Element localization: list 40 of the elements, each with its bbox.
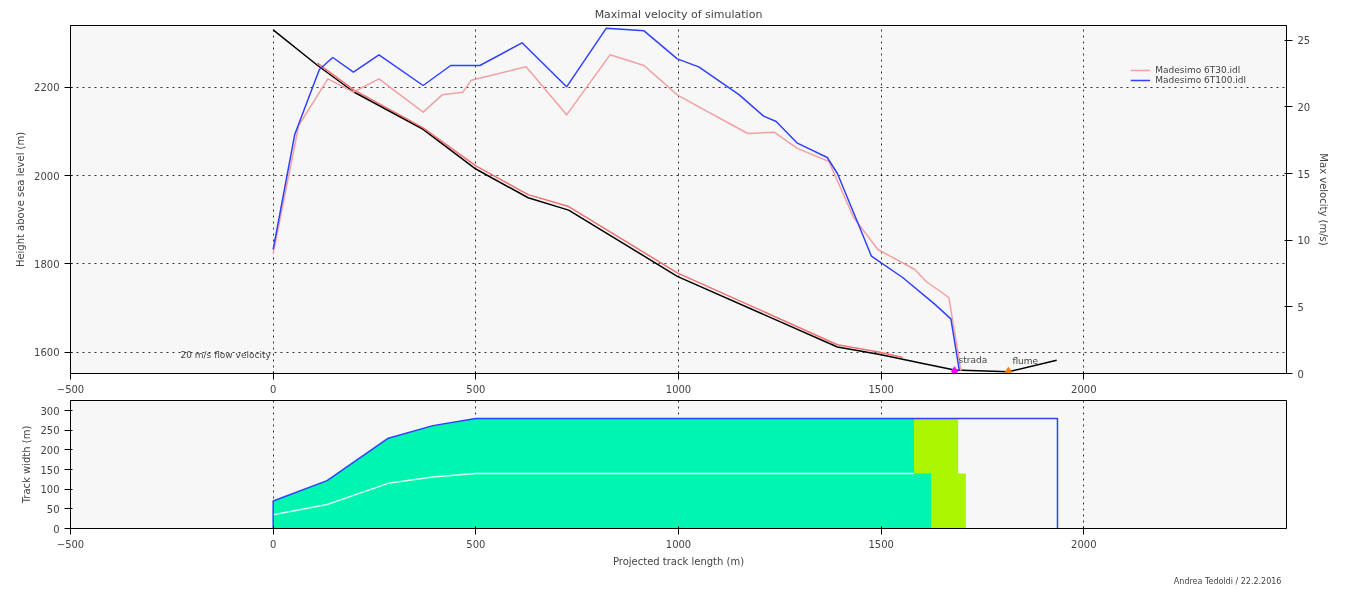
x-tick-label: 1000: [665, 538, 692, 550]
y-tick-label: 100: [40, 484, 60, 496]
legend-label: Madesimo 6T100.idl: [1155, 75, 1246, 85]
x-tick-label: 2000: [1071, 538, 1097, 550]
x-tick-label: 1500: [868, 538, 894, 550]
y-tick-label: 2000: [34, 170, 60, 182]
y2-tick-label: 15: [1297, 168, 1311, 180]
annotation: 20 m/s flow velocity: [180, 349, 272, 360]
chart-title: Maximal velocity of simulation: [594, 7, 763, 21]
legend-label: Madesimo 6T30.idl: [1155, 65, 1241, 75]
x-tick-label: 500: [466, 383, 486, 395]
x-tick-label: −500: [56, 383, 85, 395]
y-tick-label: 50: [46, 503, 60, 515]
x-axis-title: Projected track length (m): [612, 555, 745, 567]
data-label: strada: [958, 355, 988, 366]
y2-tick-label: 20: [1297, 101, 1311, 113]
data-label: flume: [1012, 355, 1039, 366]
y2-tick-label: 5: [1297, 301, 1304, 313]
y-tick-label: 200: [40, 444, 60, 456]
y-tick-label: 300: [40, 405, 60, 417]
y2-tick-label: 25: [1297, 35, 1311, 47]
y2-tick-label: 0: [1297, 368, 1304, 380]
y-tick-label: 2200: [34, 82, 60, 94]
y-tick-label: 0: [53, 523, 60, 535]
x-tick-label: 1000: [665, 383, 692, 395]
x-tick-label: 500: [466, 538, 486, 550]
y-axis-title: Height above sea level (m): [15, 131, 27, 268]
y-tick-label: 250: [40, 425, 60, 437]
x-tick-label: 1500: [868, 383, 894, 395]
y-tick-label: 150: [40, 464, 60, 476]
x-tick-label: 0: [269, 538, 277, 550]
y-tick-label: 1800: [34, 258, 60, 270]
x-tick-label: 2000: [1071, 383, 1097, 395]
y-axis-title: Track width (m): [21, 425, 33, 505]
text: Andrea Tedoldi / 22.2.2016: [1173, 576, 1282, 586]
y-tick-label: 1600: [34, 347, 60, 359]
x-tick-label: −500: [56, 538, 85, 550]
y2-tick-label: 10: [1297, 235, 1311, 247]
y2-axis-title: Max velocity (m/s): [1318, 153, 1330, 246]
x-tick-label: 0: [269, 383, 277, 395]
